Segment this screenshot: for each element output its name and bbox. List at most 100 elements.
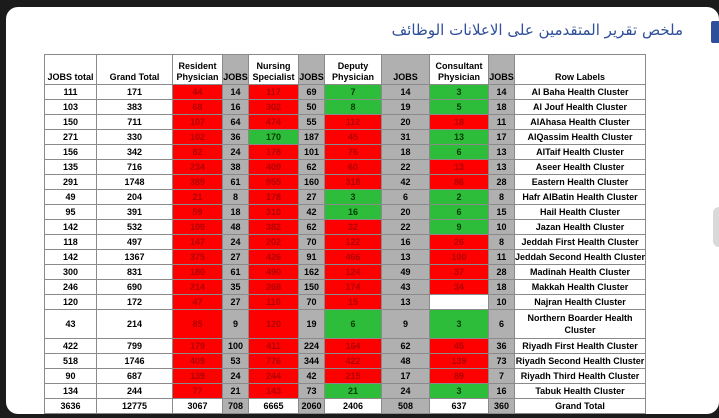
grand-total-cell: 497 bbox=[96, 234, 173, 250]
deputy-physician-cell: 466 bbox=[324, 249, 382, 265]
row-label-cell: Hafr AlBatin Health Cluster bbox=[513, 189, 647, 205]
deputy-jobs-cell: 13 bbox=[381, 294, 430, 310]
resident-jobs-cell: 8 bbox=[222, 189, 249, 205]
resident-jobs-cell: 64 bbox=[222, 114, 249, 130]
grand-total-cell: 532 bbox=[96, 219, 173, 235]
deputy-physician-cell: 215 bbox=[324, 368, 382, 384]
total-row-label-cell: Grand Total bbox=[513, 398, 647, 414]
table-row: 246 690 214 35 268 150 174 43 34 18 Makkah Health … bbox=[44, 279, 647, 295]
deputy-physician-cell: 21 bbox=[324, 383, 382, 399]
deputy-physician-cell: 60 bbox=[324, 159, 382, 175]
resident-physician-cell: 109 bbox=[172, 219, 223, 235]
header-jobs-total: JOBS total bbox=[44, 54, 97, 85]
table-row: 118 497 147 24 202 70 122 16 26 8 Jeddah First Hea… bbox=[44, 234, 647, 250]
consultant-jobs-cell: 6 bbox=[488, 309, 515, 339]
grand-total-cell: 1746 bbox=[96, 353, 173, 369]
nursing-jobs-cell: 27 bbox=[298, 189, 325, 205]
header-deputy-physician: Deputy Physician bbox=[324, 54, 382, 85]
row-label-cell: Hail Health Cluster bbox=[513, 204, 647, 220]
consultant-jobs-cell: 11 bbox=[488, 114, 515, 130]
resident-physician-cell: 59 bbox=[172, 204, 223, 220]
header-jobs: JOBS bbox=[298, 54, 325, 85]
deputy-physician-cell: 32 bbox=[324, 219, 382, 235]
consultant-physician-cell: 100 bbox=[429, 249, 489, 265]
grand-total-cell: 391 bbox=[96, 204, 173, 220]
row-label-cell: Jeddah First Health Cluster bbox=[513, 234, 647, 250]
row-label-cell: Aseer Health Cluster bbox=[513, 159, 647, 175]
row-label-cell: Al Baha Health Cluster bbox=[513, 84, 647, 100]
jobs-total-cell: 291 bbox=[44, 174, 97, 190]
table-row: 156 342 82 24 178 101 76 18 6 13 AlTaif Health Clu… bbox=[44, 144, 647, 160]
deputy-physician-cell: 16 bbox=[324, 204, 382, 220]
resident-jobs-cell: 48 bbox=[222, 219, 249, 235]
deputy-physician-cell: 422 bbox=[324, 353, 382, 369]
header-jobs: JOBS bbox=[488, 54, 515, 85]
total-consultant-physician-cell: 637 bbox=[429, 398, 489, 414]
consultant-jobs-cell: 28 bbox=[488, 264, 515, 280]
jobs-total-cell: 518 bbox=[44, 353, 97, 369]
jobs-total-cell: 271 bbox=[44, 129, 97, 145]
consultant-jobs-cell: 28 bbox=[488, 174, 515, 190]
consultant-jobs-cell: 18 bbox=[488, 99, 515, 115]
nursing-specialist-cell: 382 bbox=[248, 219, 299, 235]
table-row: 291 1748 389 61 955 160 318 42 86 28 Eastern Healt… bbox=[44, 174, 647, 190]
row-label-cell: Riyadh Third Health Cluster bbox=[513, 368, 647, 384]
deputy-physician-cell: 164 bbox=[324, 338, 382, 354]
consultant-jobs-cell: 8 bbox=[488, 189, 515, 205]
nursing-specialist-cell: 474 bbox=[248, 114, 299, 130]
resident-jobs-cell: 36 bbox=[222, 129, 249, 145]
deputy-jobs-cell: 19 bbox=[381, 99, 430, 115]
nursing-jobs-cell: 344 bbox=[298, 353, 325, 369]
table-row: 142 532 109 48 382 62 32 22 9 10 Jazan Health Clus… bbox=[44, 219, 647, 235]
consultant-jobs-cell: 11 bbox=[488, 249, 515, 265]
row-label-cell: Jazan Health Cluster bbox=[513, 219, 647, 235]
nursing-jobs-cell: 162 bbox=[298, 264, 325, 280]
nursing-specialist-cell: 411 bbox=[248, 338, 299, 354]
nursing-specialist-cell: 426 bbox=[248, 249, 299, 265]
nursing-jobs-cell: 42 bbox=[298, 368, 325, 384]
row-label-cell: Najran Health Cluster bbox=[513, 294, 647, 310]
resident-physician-cell: 147 bbox=[172, 234, 223, 250]
total-consultant-jobs-cell: 360 bbox=[488, 398, 515, 414]
row-label-cell: Al Jouf Health Cluster bbox=[513, 99, 647, 115]
resident-jobs-cell: 61 bbox=[222, 174, 249, 190]
resident-physician-cell: 139 bbox=[172, 368, 223, 384]
jobs-total-cell: 134 bbox=[44, 383, 97, 399]
deputy-jobs-cell: 42 bbox=[381, 174, 430, 190]
consultant-jobs-cell: 18 bbox=[488, 279, 515, 295]
nursing-jobs-cell: 69 bbox=[298, 84, 325, 100]
nursing-specialist-cell: 170 bbox=[248, 129, 299, 145]
table-row: 43 214 85 9 120 19 6 9 3 6 Northern Boarder Health… bbox=[44, 309, 647, 339]
jobs-total-cell: 90 bbox=[44, 368, 97, 384]
total-jobs-total-cell: 3636 bbox=[44, 398, 97, 414]
grand-total-cell: 383 bbox=[96, 99, 173, 115]
consultant-physician-cell: 5 bbox=[429, 99, 489, 115]
jobs-total-cell: 422 bbox=[44, 338, 97, 354]
deputy-physician-cell: 122 bbox=[324, 234, 382, 250]
total-resident-jobs-cell: 708 bbox=[222, 398, 249, 414]
resident-physician-cell: 179 bbox=[172, 338, 223, 354]
nursing-specialist-cell: 117 bbox=[248, 84, 299, 100]
consultant-jobs-cell: 13 bbox=[488, 144, 515, 160]
resident-physician-cell: 234 bbox=[172, 159, 223, 175]
deputy-physician-cell: 3 bbox=[324, 189, 382, 205]
row-label-cell: AlTaif Health Cluster bbox=[513, 144, 647, 160]
table-row: 134 244 77 21 143 73 21 24 3 16 Tabuk Health Clust… bbox=[44, 383, 647, 399]
row-label-cell: Northern Boarder Health Cluster bbox=[513, 309, 647, 339]
nursing-jobs-cell: 73 bbox=[298, 383, 325, 399]
row-label-cell: AlAhasa Health Cluster bbox=[513, 114, 647, 130]
deputy-physician-cell: 15 bbox=[324, 294, 382, 310]
resident-jobs-cell: 61 bbox=[222, 264, 249, 280]
resident-jobs-cell: 53 bbox=[222, 353, 249, 369]
scroll-handle[interactable] bbox=[713, 207, 719, 247]
consultant-jobs-cell: 7 bbox=[488, 368, 515, 384]
nursing-specialist-cell: 120 bbox=[248, 309, 299, 339]
row-label-cell: Eastern Health Cluster bbox=[513, 174, 647, 190]
resident-jobs-cell: 100 bbox=[222, 338, 249, 354]
consultant-physician-cell: 9 bbox=[429, 219, 489, 235]
consultant-physician-cell: 37 bbox=[429, 264, 489, 280]
nursing-jobs-cell: 70 bbox=[298, 294, 325, 310]
nursing-jobs-cell: 62 bbox=[298, 219, 325, 235]
header-grand-total: Grand Total bbox=[96, 54, 173, 85]
grand-total-cell: 204 bbox=[96, 189, 173, 205]
